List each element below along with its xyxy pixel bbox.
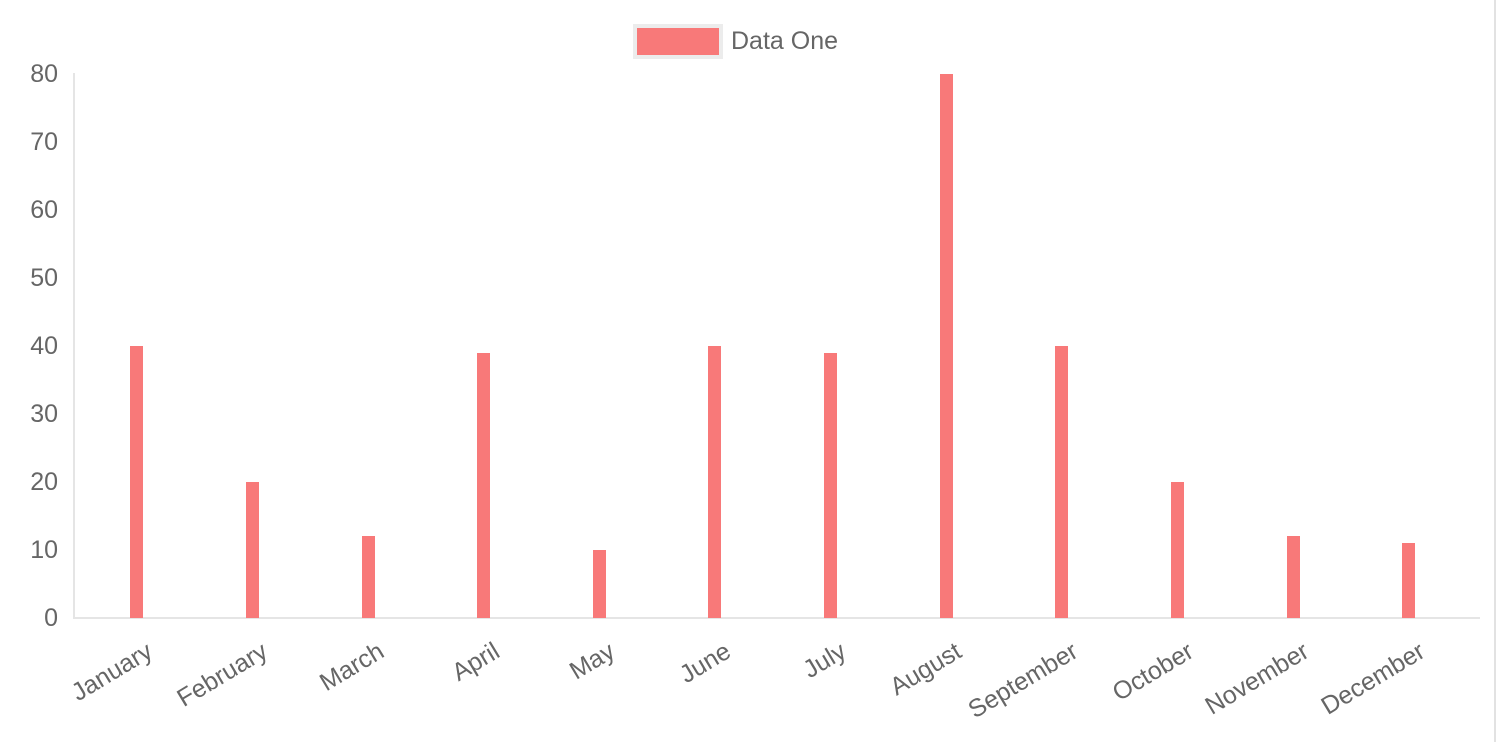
x-tick-label-march: March bbox=[314, 637, 389, 697]
x-tick-label-august: August bbox=[885, 637, 967, 702]
legend-item-data-one[interactable]: Data One bbox=[633, 24, 838, 59]
x-tick-label-june: June bbox=[674, 637, 736, 689]
bar-june[interactable] bbox=[708, 346, 722, 618]
bar-december[interactable] bbox=[1402, 543, 1416, 618]
x-tick-label-may: May bbox=[564, 637, 620, 686]
x-tick-label-january: January bbox=[66, 637, 158, 707]
y-tick-label-60: 60 bbox=[30, 196, 58, 224]
y-tick-label-40: 40 bbox=[30, 332, 58, 360]
page-right-border bbox=[1494, 0, 1496, 742]
y-tick-label-50: 50 bbox=[30, 264, 58, 292]
bar-november[interactable] bbox=[1286, 536, 1300, 618]
x-tick-label-february: February bbox=[172, 637, 273, 713]
y-tick-label-20: 20 bbox=[30, 468, 58, 496]
bar-october[interactable] bbox=[1171, 482, 1185, 618]
x-tick-label-july: July bbox=[798, 637, 852, 684]
y-tick-label-30: 30 bbox=[30, 400, 58, 428]
bar-september[interactable] bbox=[1055, 346, 1069, 618]
bar-july[interactable] bbox=[824, 352, 838, 618]
x-axis-line bbox=[73, 617, 1480, 619]
y-tick-label-80: 80 bbox=[30, 60, 58, 88]
y-axis-line bbox=[73, 73, 75, 619]
bar-april[interactable] bbox=[477, 352, 491, 618]
x-tick-label-november: November bbox=[1200, 637, 1314, 721]
bar-march[interactable] bbox=[361, 536, 375, 618]
bar-february[interactable] bbox=[245, 482, 259, 618]
x-tick-label-december: December bbox=[1316, 637, 1430, 721]
y-tick-label-0: 0 bbox=[44, 604, 58, 632]
x-tick-label-september: September bbox=[963, 637, 1083, 724]
legend-swatch bbox=[633, 24, 723, 59]
bar-august[interactable] bbox=[939, 74, 953, 618]
bar-january[interactable] bbox=[130, 346, 144, 618]
bar-may[interactable] bbox=[592, 550, 606, 618]
legend-label: Data One bbox=[731, 27, 839, 55]
y-tick-label-70: 70 bbox=[30, 128, 58, 156]
x-tick-label-october: October bbox=[1107, 637, 1198, 707]
x-tick-label-april: April bbox=[446, 637, 505, 687]
y-tick-label-10: 10 bbox=[30, 536, 58, 564]
